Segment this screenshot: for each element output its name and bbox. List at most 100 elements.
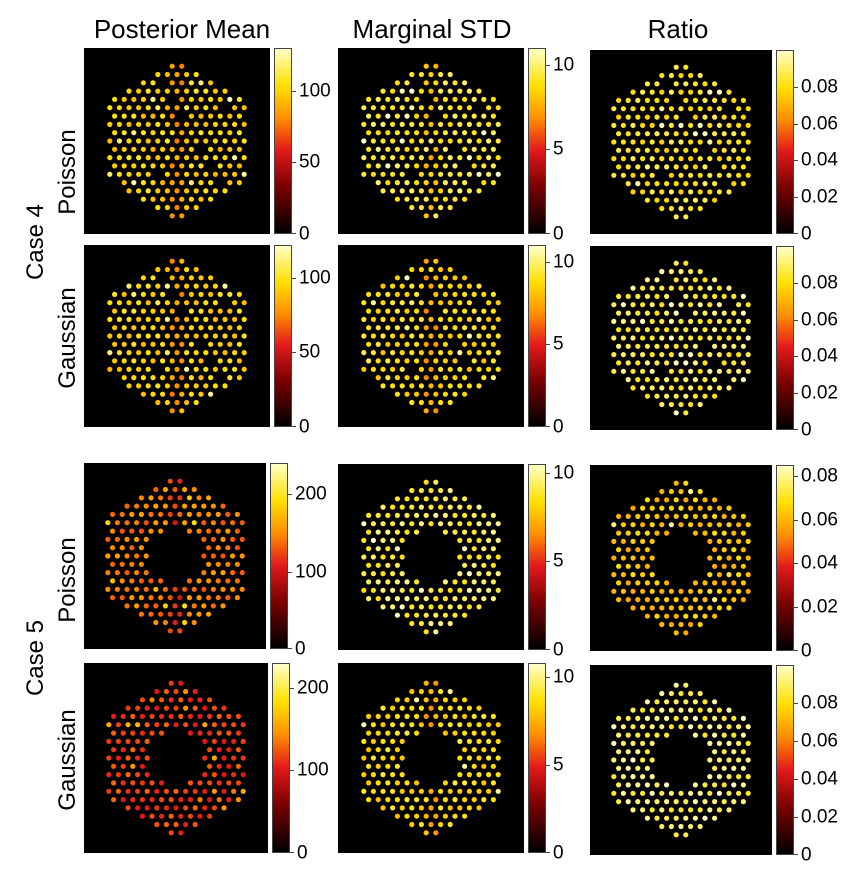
pin-cell (188, 130, 194, 136)
pin-cell (716, 757, 722, 763)
pin-cell (630, 335, 636, 341)
pin-cell (193, 188, 199, 194)
colorbar-tick-mark (794, 607, 798, 609)
pin-cell (202, 722, 208, 728)
pin-cell (707, 368, 713, 374)
pin-cell (139, 797, 145, 803)
pin-cell (193, 71, 199, 78)
pin-cell (476, 333, 482, 339)
pin-cell (649, 172, 655, 178)
pin-cell (640, 505, 646, 511)
pin-cell (442, 180, 448, 186)
pin-cell (188, 113, 194, 119)
heatmap-svg (611, 682, 751, 838)
pin-cell (490, 375, 496, 381)
pin-cell (731, 597, 737, 603)
pin-cell (673, 393, 679, 399)
pin-cell (202, 788, 208, 794)
pin-cell (131, 130, 137, 136)
pin-cell (231, 772, 237, 778)
pin-cell (462, 113, 468, 119)
pin-cell (159, 780, 165, 786)
pin-cell (630, 302, 636, 308)
pin-cell (227, 375, 233, 381)
pin-cell (659, 690, 665, 697)
pin-cell (640, 302, 646, 308)
pin-cell (457, 138, 463, 144)
pin-cell (466, 705, 472, 711)
pin-cell (409, 487, 415, 494)
pin-cell (179, 196, 185, 202)
pin-cell (361, 155, 367, 161)
pin-cell (409, 399, 415, 406)
pin-cell (235, 763, 241, 769)
pin-cell (620, 139, 626, 145)
pin-cell (136, 138, 142, 144)
pin-cell (649, 335, 655, 341)
colorbar-tick-label: 0 (801, 844, 812, 866)
pin-cell (731, 563, 737, 569)
pin-cell (712, 181, 718, 187)
pin-cell (447, 399, 453, 406)
pin-cell (452, 512, 458, 518)
pin-cell (370, 316, 376, 322)
pin-cell (481, 163, 487, 169)
pin-cell (241, 138, 247, 144)
pin-cell (490, 163, 496, 169)
pin-cell (366, 529, 372, 535)
pin-cell (201, 503, 207, 509)
pin-cell (659, 156, 665, 162)
pin-cell (423, 813, 429, 819)
colorbar-tick-mark (794, 233, 798, 234)
pin-cell (163, 722, 169, 728)
pin-cell (169, 213, 175, 219)
pin-cell (130, 730, 136, 736)
pin-cell (370, 171, 376, 177)
heatmap-svg (361, 258, 501, 414)
pin-cell (611, 572, 617, 578)
pin-cell (404, 146, 410, 152)
pin-cell (370, 105, 376, 111)
pin-cell (184, 266, 190, 273)
pin-cell (178, 797, 184, 803)
pin-cell (664, 613, 670, 619)
pin-cell (124, 520, 130, 526)
pin-cell (173, 688, 179, 695)
pin-cell (126, 366, 132, 372)
pin-cell (495, 554, 501, 560)
pin-cell (390, 604, 396, 610)
pin-cell (707, 538, 713, 544)
pin-cell (481, 291, 487, 297)
pin-cell (390, 788, 396, 794)
pin-cell (433, 797, 439, 803)
pin-cell (673, 197, 679, 203)
pin-cell (490, 325, 496, 331)
pin-cell (390, 722, 396, 728)
pin-cell (678, 790, 684, 796)
pin-cell (207, 797, 213, 803)
pin-cell (177, 495, 183, 501)
pin-cell (702, 613, 708, 619)
pin-cell (433, 375, 439, 381)
pin-cell (688, 690, 694, 697)
pin-cell (409, 316, 415, 322)
pin-cell (673, 799, 679, 805)
pin-cell (490, 96, 496, 102)
pin-cell (155, 383, 161, 389)
heatmap-svg (361, 680, 501, 836)
pin-cell (452, 80, 458, 86)
pin-cell (390, 88, 396, 94)
pin-cell (688, 385, 694, 391)
pin-cell (135, 788, 141, 794)
pin-cell (471, 291, 477, 297)
pin-cell (620, 588, 626, 594)
pin-cell (143, 520, 149, 526)
pin-cell (649, 807, 655, 813)
pin-cell (149, 813, 155, 819)
pin-cell (697, 205, 703, 212)
pin-cell (683, 197, 689, 203)
pin-cell (447, 171, 453, 177)
pin-cell (707, 807, 713, 813)
pin-cell (160, 196, 166, 202)
pin-cell (121, 375, 127, 381)
